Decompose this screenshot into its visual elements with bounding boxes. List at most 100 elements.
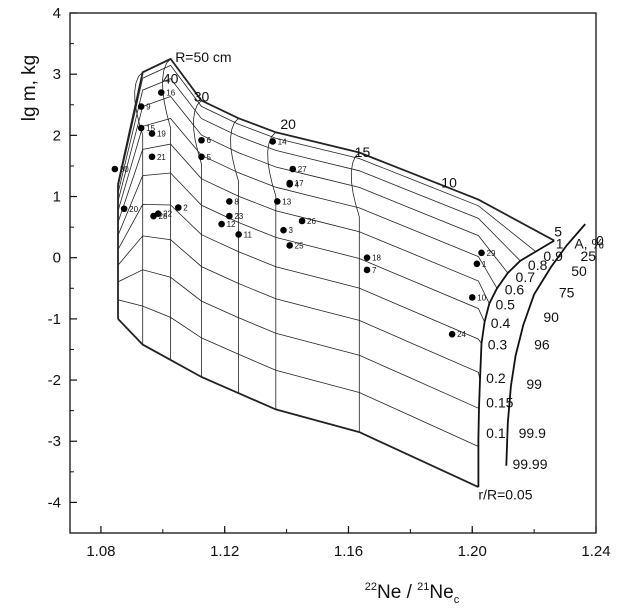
data-point-label: 18 [372,254,381,263]
data-point-label: 4 [295,180,300,189]
data-point-label: 3 [288,226,293,235]
data-point [120,205,128,213]
data-point-label: 11 [244,230,253,239]
depth-label: 0.8 [528,257,548,273]
data-point [218,220,225,228]
ablation-label: 99 [526,376,542,392]
data-point [363,266,371,274]
y-tick-label: 2 [53,127,61,144]
x-tick-label: 1.08 [86,543,115,560]
data-point [111,165,119,173]
depth-curve [117,235,481,381]
ablation-label: 99.9 [519,425,546,441]
radius-label: 5 [554,223,562,239]
data-point-label: 29 [487,249,496,258]
x-title-mass2: 21 [417,581,429,593]
data-point [473,260,481,268]
data-point [286,179,293,187]
data-point [280,226,287,234]
y-tick-label: -1 [48,311,61,328]
depth-label: 0.2 [486,370,506,386]
data-point-label: 16 [166,89,175,98]
data-point [198,153,205,161]
depth-label: 0.3 [488,336,508,352]
ablation-label: 50 [571,263,587,279]
data-point-label: 19 [157,130,166,139]
x-title-sub: c [454,594,460,606]
x-title-el2: Ne [429,582,453,603]
data-point-label: 12 [227,220,236,229]
x-tick-label: 1.12 [210,543,239,560]
data-point-label: 7 [372,266,377,275]
x-tick-label: 1.20 [458,543,487,560]
data-point [226,198,233,205]
data-point-label: 21 [157,153,166,162]
radius-curve [350,152,360,433]
radius-curve [162,58,171,360]
ablation-label: 99.99 [512,456,547,472]
radius-label: 40 [163,70,179,86]
data-point-label: 28 [159,212,168,221]
data-point-label: 10 [477,293,486,302]
radius-curve [230,118,239,394]
radius-label: 20 [280,116,296,132]
data-point [363,254,371,262]
data-point [286,242,293,249]
data-point-label: 6 [207,136,212,145]
data-point-label: 1 [482,260,487,269]
data-point-label: 17 [295,179,304,188]
x-tick-label: 1.16 [334,543,363,560]
data-point-label: 2 [183,204,188,213]
data-point [157,89,165,96]
depth-label: 0.5 [495,297,515,313]
depth-label: 0.1 [486,425,506,441]
ablation-label: 96 [534,336,550,352]
data-point-label: 5 [207,153,212,162]
radius-curve [193,100,202,377]
y-tick-label: 0 [53,250,61,267]
data-point [137,103,145,110]
depth-curve [117,318,479,488]
depth-curve [117,96,509,274]
data-point-label: 27 [298,165,307,174]
depth-curve [117,118,498,289]
depth-label: 1 [556,236,564,252]
data-point-label: 23 [234,212,243,221]
depth-label: 0.7 [516,269,536,285]
depth-label: 0.4 [491,315,511,331]
depth-label: 0.6 [505,281,525,297]
data-point-label: 15 [146,124,155,133]
y-tick-label: 4 [53,5,61,22]
depth-label: 0.15 [486,395,513,411]
data-point-label: 13 [282,197,291,206]
depth-curve [117,57,555,242]
data-point [226,212,233,220]
radius-label: R=50 cm [175,49,231,65]
data-point [235,231,242,238]
data-point [148,153,156,161]
radius-label: 15 [355,144,371,160]
data-point [468,294,476,301]
ablation-label: 90 [543,309,559,325]
data-point [174,204,182,211]
y-tick-label: 1 [53,189,61,206]
data-point-label: 14 [278,137,287,146]
data-point-label: 8 [234,197,239,206]
data-point [448,330,456,338]
data-point-label: 22 [163,210,172,219]
data-point [289,165,297,173]
data-point [148,130,156,137]
y-tick-label: -2 [48,372,61,389]
ablation-title: A, % [574,236,604,252]
ablation-label: 25 [581,248,597,264]
depth-curve [117,269,480,409]
y-axis-ticks: 4 3 2 1 0 -1 -2 -3 -4 [48,5,77,534]
depth-curve [117,299,479,448]
model-grid-labels: R=50 cm4030201510510.90.80.70.60.50.40.3… [163,49,604,502]
ablation-curve [505,223,586,466]
x-title-el1: Ne / [377,582,417,603]
radius-label: 30 [194,89,210,105]
